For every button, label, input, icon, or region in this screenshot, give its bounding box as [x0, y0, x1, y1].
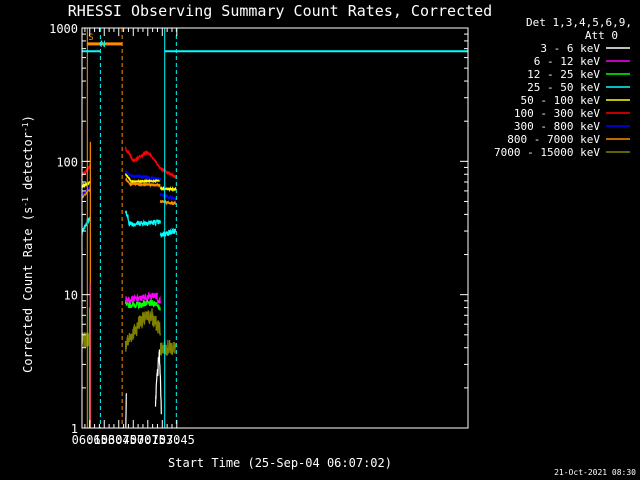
legend-label-7: 800 - 7000 keV	[507, 133, 600, 146]
x-axis-label: Start Time (25-Sep-04 06:07:02)	[168, 456, 392, 470]
legend-label-4: 50 - 100 keV	[521, 94, 601, 107]
flag-S-label: S	[88, 33, 93, 43]
footer-timestamp: 21-Oct-2021 08:30	[554, 468, 636, 477]
legend-label-5: 100 - 300 keV	[514, 107, 600, 120]
chart-title: RHESSI Observing Summary Count Rates, Co…	[68, 2, 492, 20]
y-axis-label-sup1: -1	[21, 197, 30, 207]
legend-label-8: 7000 - 15000 keV	[494, 146, 600, 159]
plot-frame	[81, 27, 469, 429]
x-tick-label: 06:30	[86, 433, 122, 447]
series-1-line	[124, 291, 161, 304]
x-tick-label: 07:00	[115, 433, 151, 447]
series-5-line	[124, 146, 177, 179]
legend-header-line2: Att 0	[585, 29, 618, 42]
y-tick-label: 10	[64, 289, 78, 303]
series-0-line	[125, 349, 162, 428]
x-tick-label: 07:15	[130, 433, 166, 447]
y-axis-label-mid: detector	[21, 132, 35, 197]
x-tick-label: 06:45	[101, 433, 137, 447]
series-4-line	[81, 173, 177, 193]
series-6-line	[81, 170, 177, 202]
y-axis-label-end: )	[21, 115, 35, 122]
y-tick-label: 1000	[49, 22, 78, 36]
legend-label-0: 3 - 6 keV	[540, 42, 600, 55]
y-axis-label-sup2: -1	[21, 122, 30, 132]
y-axis-label: Corrected Count Rate (s-1 detector-1)	[21, 115, 35, 373]
legend-header-line1: Det 1,3,4,5,6,9,	[526, 16, 632, 29]
x-tick-label: 07:30	[144, 433, 180, 447]
legend-label-2: 12 - 25 keV	[527, 68, 600, 81]
series-8-line	[81, 308, 177, 356]
legend-label-1: 6 - 12 keV	[534, 55, 601, 68]
legend-label-3: 25 - 50 keV	[527, 81, 600, 94]
y-tick-label: 100	[56, 155, 78, 169]
y-axis-label-main: Corrected Count Rate (s	[21, 207, 35, 373]
axes: 1 10 100 1000 06:1506:3006:4507:0007:1507:30…	[49, 22, 469, 447]
y-tick-label: 1	[71, 422, 78, 436]
legend-label-6: 300 - 800 keV	[514, 120, 600, 133]
series-3-line	[81, 210, 177, 238]
flag-N-label: N	[100, 40, 105, 50]
series-7-line	[81, 177, 177, 207]
x-tick-label: 06:15	[72, 433, 108, 447]
x-tick-label: 07:45	[159, 433, 195, 447]
series-2-line	[124, 298, 161, 311]
